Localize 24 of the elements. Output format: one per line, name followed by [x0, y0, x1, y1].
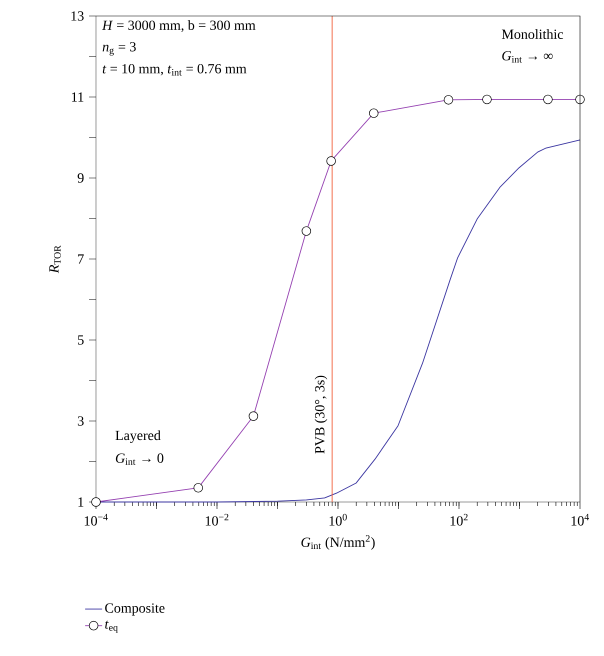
- legend-label: Composite: [105, 603, 165, 616]
- y-tick-label: 9: [78, 173, 84, 183]
- x-tick-label: 10$^{0}$: [330, 514, 347, 526]
- y-tick-label: 5: [78, 335, 84, 345]
- x-tick-label: 10$^{2}$: [450, 514, 468, 526]
- legend-label: t$_{eq}$: [105, 620, 118, 633]
- y-tick-label: 3: [78, 416, 84, 426]
- annotation: G$_{int}$ → 0: [116, 453, 164, 465]
- y-tick-label: 7: [78, 254, 84, 264]
- x-tick-label: 10$^{−2}$: [206, 514, 228, 526]
- annotation: Layered: [116, 430, 161, 444]
- y-tick-label: 1: [78, 497, 84, 507]
- annotation: n$_{g}$ = 3: [102, 42, 136, 56]
- ref-line-label: PVB (30°, 3s): [314, 376, 328, 454]
- x-axis-title: G$_{int}$ (N/mm$^{2}$): [301, 535, 375, 550]
- annotation: H = 3000 mm, b = 300 mm: [102, 20, 256, 32]
- x-tick-label: 10$^{−4}$: [84, 514, 108, 526]
- y-axis-title: R$_{TOR}$: [49, 245, 61, 274]
- y-tick-label: 11: [72, 92, 84, 102]
- x-tick-label: 10$^{4}$: [572, 514, 590, 526]
- y-tick-label: 13: [71, 11, 84, 21]
- annotation: t = 10 mm, t$_{int}$ = 0.76 mm: [102, 64, 246, 76]
- annotation: Monolithic: [502, 29, 564, 39]
- annotation: G$_{int}$ → ∞: [502, 51, 553, 63]
